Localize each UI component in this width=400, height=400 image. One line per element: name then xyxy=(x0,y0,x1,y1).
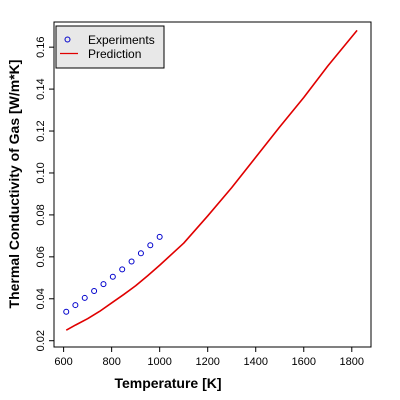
x-tick-label-1800: 1800 xyxy=(340,356,364,368)
x-axis-title: Temperature [K] xyxy=(114,375,221,391)
experiment-point-10 xyxy=(156,233,163,240)
y-tick-label-1: 0.04 xyxy=(35,288,47,309)
plot-frame xyxy=(53,21,372,348)
experiment-point-6 xyxy=(119,266,126,273)
experiment-point-1 xyxy=(72,302,79,309)
y-tick-label-2: 0.06 xyxy=(35,246,47,267)
data-layer xyxy=(63,29,358,331)
legend-label-prediction: Prediction xyxy=(88,47,141,61)
x-tick-label-1400: 1400 xyxy=(243,356,267,368)
legend-box xyxy=(55,25,165,69)
legend: Experiments Prediction xyxy=(55,25,165,69)
experiment-point-9 xyxy=(147,242,154,249)
y-tick-label-0: 0.02 xyxy=(35,330,47,351)
experiment-point-7 xyxy=(128,258,135,265)
x-tick-label-1600: 1600 xyxy=(292,356,316,368)
experiment-point-5 xyxy=(109,273,116,280)
x-tick-label-800: 800 xyxy=(102,356,120,368)
experiment-point-0 xyxy=(63,308,70,315)
experiment-point-4 xyxy=(100,281,107,288)
experiment-point-2 xyxy=(81,294,88,301)
y-tick-label-5: 0.12 xyxy=(35,120,47,141)
y-tick-label-4: 0.10 xyxy=(35,162,47,183)
experiment-point-3 xyxy=(91,288,98,295)
experiment-point-8 xyxy=(137,250,144,257)
y-tick-label-6: 0.14 xyxy=(35,78,47,99)
y-tick-label-3: 0.08 xyxy=(35,204,47,225)
legend-marker-experiments xyxy=(64,36,71,43)
axes-layer: 600 800 1000 1200 1400 1600 1800 0.02 0.04 0.06 0.… xyxy=(35,21,372,368)
prediction-line xyxy=(65,29,358,331)
y-tick-label-7: 0.16 xyxy=(35,36,47,57)
x-tick-label-1200: 1200 xyxy=(195,356,219,368)
legend-label-experiments: Experiments xyxy=(88,33,155,47)
y-axis-title: Thermal Conductivity of Gas [W/m*K] xyxy=(6,60,22,309)
x-tick-label-600: 600 xyxy=(54,356,72,368)
x-tick-label-1000: 1000 xyxy=(147,356,171,368)
